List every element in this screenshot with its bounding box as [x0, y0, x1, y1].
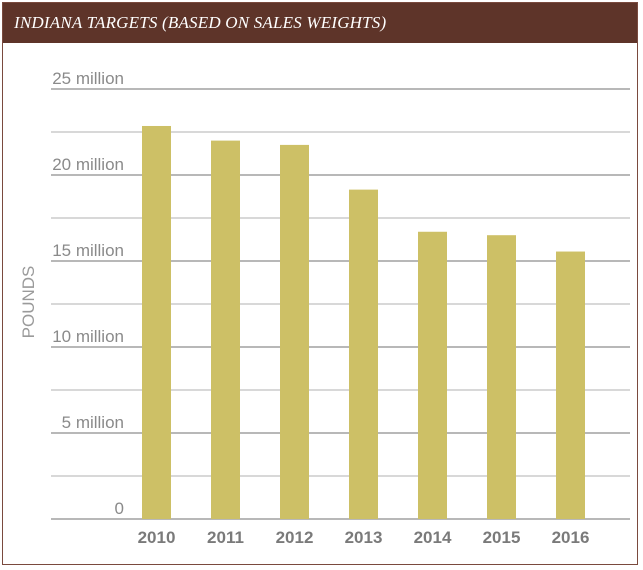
bar-2012: [280, 144, 309, 519]
x-tick-label: 2013: [345, 528, 383, 547]
bar-2015: [487, 235, 516, 519]
y-tick-label: 0: [115, 499, 124, 518]
x-tick-label: 2016: [552, 528, 590, 547]
y-tick-label: 15 million: [52, 241, 124, 260]
chart-title: INDIANA TARGETS (BASED ON SALES WEIGHTS): [14, 13, 387, 32]
y-tick-label: 5 million: [62, 413, 124, 432]
x-tick-label: 2011: [207, 528, 244, 547]
bar-2016: [556, 251, 585, 520]
x-tick-label: 2015: [483, 528, 521, 547]
y-tick-label: 25 million: [52, 69, 124, 88]
y-tick-label: 20 million: [52, 155, 124, 174]
bar-2013: [349, 189, 378, 519]
bar-2014: [418, 231, 447, 519]
x-tick-label: 2014: [414, 528, 452, 547]
chart-frame: [2, 2, 638, 565]
bar-2010: [142, 125, 171, 519]
y-axis-label: POUNDS: [19, 266, 38, 339]
x-tick-label: 2012: [276, 528, 314, 547]
y-tick-label: 10 million: [52, 327, 124, 346]
x-tick-label: 2010: [138, 528, 176, 547]
chart-header: INDIANA TARGETS (BASED ON SALES WEIGHTS): [2, 2, 638, 43]
bar-2011: [211, 140, 240, 519]
